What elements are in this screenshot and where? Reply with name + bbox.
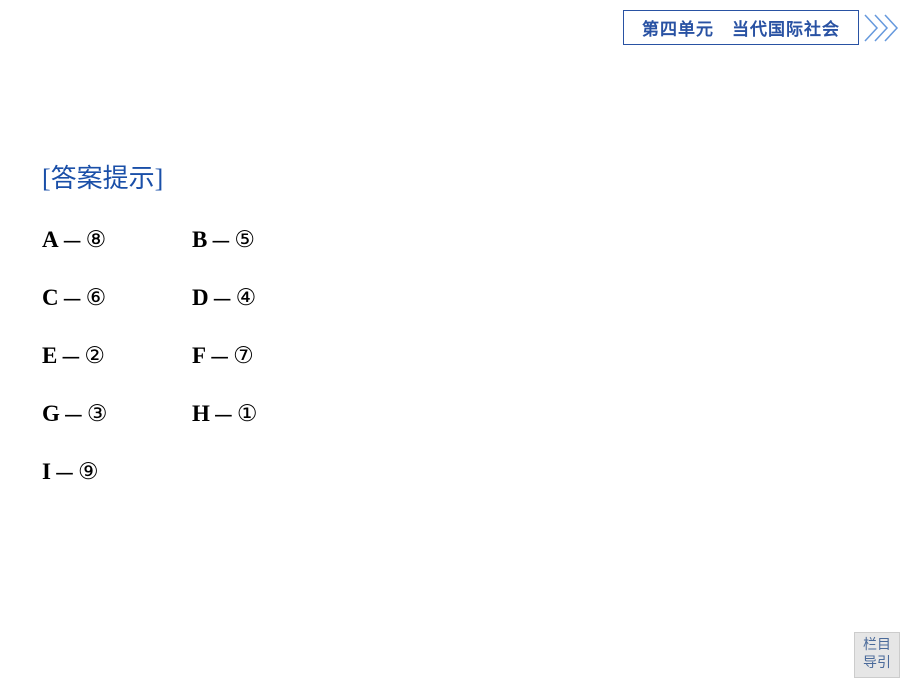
answer-dash: － — [211, 281, 234, 315]
answer-item: B － ⑤ — [192, 223, 255, 257]
answer-item: I － ⑨ — [42, 455, 192, 489]
nav-text-line2: 导引 — [863, 655, 891, 673]
answer-row: I － ⑨ — [42, 455, 258, 489]
answer-dash: － — [53, 455, 76, 489]
answer-item: H － ① — [192, 397, 258, 431]
chevron-right-icon — [863, 13, 905, 43]
answer-item: F － ⑦ — [192, 339, 254, 373]
answer-item: D － ④ — [192, 281, 256, 315]
answer-dash: － — [61, 281, 84, 315]
answer-row: G － ③ H － ① — [42, 397, 258, 431]
answer-number: ② — [84, 343, 105, 369]
header-unit-box: 第四单元 当代国际社会 — [623, 10, 859, 45]
answer-dash: － — [62, 397, 85, 431]
answer-row: C － ⑥ D － ④ — [42, 281, 258, 315]
answer-dash: － — [209, 223, 232, 257]
nav-text-line1: 栏目 — [863, 637, 891, 655]
answer-row: A － ⑧ B － ⑤ — [42, 223, 258, 257]
answer-row: E － ② F － ⑦ — [42, 339, 258, 373]
answer-dash: － — [59, 339, 82, 373]
answer-letter: C — [42, 285, 59, 311]
answer-number: ③ — [87, 401, 108, 427]
answer-number: ④ — [236, 285, 257, 311]
content-area: [答案提示] A － ⑧ B － ⑤ C － ⑥ D － ④ E － ② — [42, 158, 258, 513]
answer-letter: I — [42, 459, 51, 485]
answer-letter: E — [42, 343, 57, 369]
answer-letter: A — [42, 227, 59, 253]
answer-letter: D — [192, 285, 209, 311]
answer-letter: H — [192, 401, 210, 427]
answer-letter: G — [42, 401, 60, 427]
answer-item: G － ③ — [42, 397, 192, 431]
answer-letter: B — [192, 227, 207, 253]
answer-letter: F — [192, 343, 206, 369]
answer-number: ⑥ — [86, 285, 107, 311]
answer-item: E － ② — [42, 339, 192, 373]
nav-guide-button[interactable]: 栏目 导引 — [854, 632, 900, 678]
answer-dash: － — [212, 397, 235, 431]
answer-number: ⑤ — [234, 227, 255, 253]
header-unit-text: 第四单元 当代国际社会 — [642, 20, 840, 39]
answer-number: ⑧ — [86, 227, 107, 253]
answer-item: C － ⑥ — [42, 281, 192, 315]
answer-number: ⑦ — [233, 343, 254, 369]
answer-number: ⑨ — [78, 459, 99, 485]
answer-title: [答案提示] — [42, 158, 258, 195]
answer-dash: － — [208, 339, 231, 373]
answer-number: ① — [237, 401, 258, 427]
answer-item: A － ⑧ — [42, 223, 192, 257]
header-banner: 第四单元 当代国际社会 — [623, 10, 905, 45]
answer-dash: － — [61, 223, 84, 257]
